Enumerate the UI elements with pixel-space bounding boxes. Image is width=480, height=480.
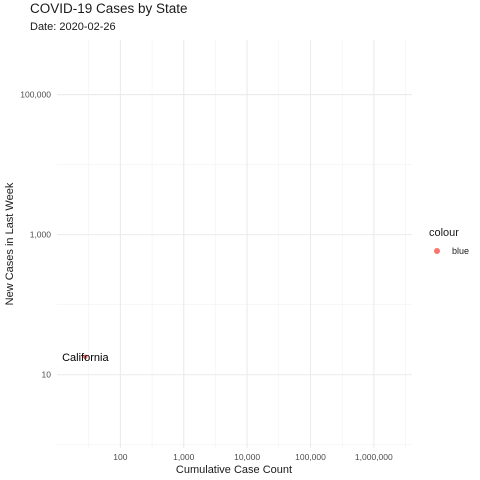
- x-tick-label: 100: [113, 452, 127, 462]
- minor-gridlines: [57, 40, 412, 448]
- data-point: [83, 354, 88, 360]
- legend-title: colour: [429, 227, 459, 239]
- y-tick-label: 1,000: [30, 230, 52, 240]
- legend-key-dot: [434, 248, 440, 254]
- chart-title: COVID-19 Cases by State: [30, 1, 188, 16]
- x-tick-label: 100,000: [295, 452, 326, 462]
- x-axis-title: Cumulative Case Count: [176, 464, 292, 476]
- y-tick-label: 100,000: [20, 90, 51, 100]
- y-axis-title: New Cases in Last Week: [4, 182, 16, 305]
- x-tick-label: 10,000: [234, 452, 260, 462]
- chart-subtitle: Date: 2020-02-26: [30, 21, 116, 33]
- y-tick-label: 10: [42, 370, 52, 380]
- x-tick-label: 1,000,000: [355, 452, 393, 462]
- y-tick-labels: 10 1,000 100,000: [20, 90, 51, 380]
- x-tick-label: 1,000: [173, 452, 195, 462]
- legend-label: blue: [452, 246, 470, 256]
- major-gridlines: [57, 40, 412, 448]
- data-points: California: [62, 352, 109, 364]
- point-label: California: [62, 352, 109, 364]
- x-tick-labels: 100 1,000 10,000 100,000 1,000,000: [113, 452, 393, 462]
